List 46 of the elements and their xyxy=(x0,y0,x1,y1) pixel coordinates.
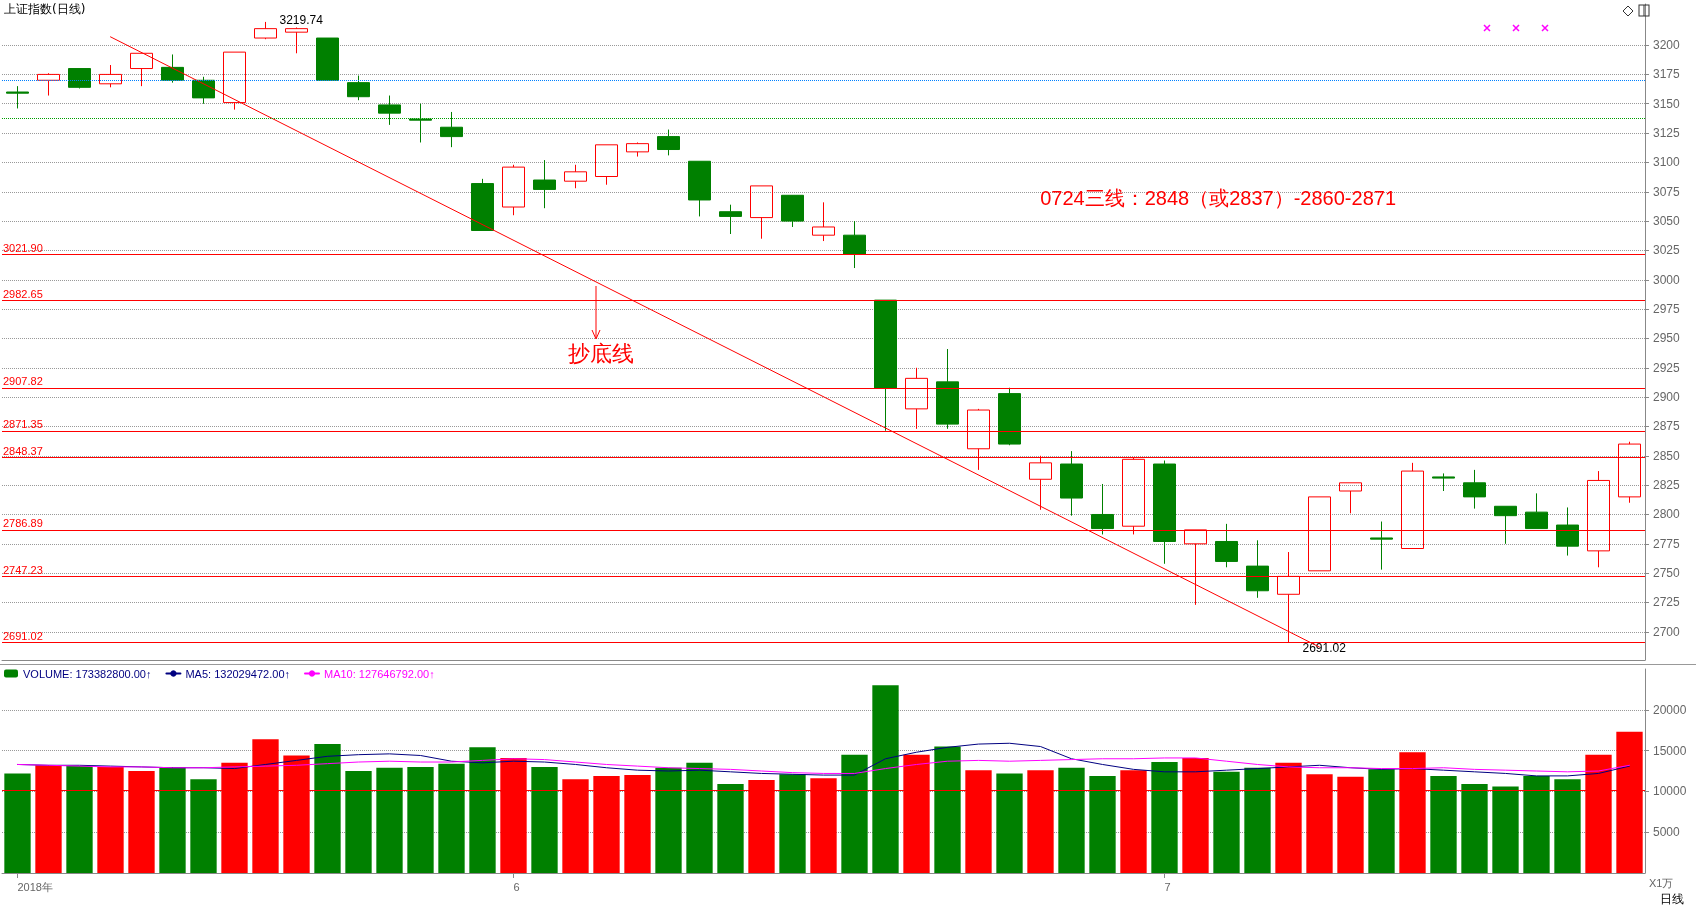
ref-line-label: 2747.23 xyxy=(3,563,43,576)
y-tick-label: 2975 xyxy=(1653,302,1681,317)
text: 日线 xyxy=(1660,892,1684,906)
annotation: 0724三线：2848（或2837）-2860-2871 xyxy=(1040,187,1396,209)
y-tick-label: 3150 xyxy=(1653,96,1681,111)
y-tick-label: 2700 xyxy=(1653,624,1681,639)
legend-label: 抄底线 xyxy=(568,340,634,366)
y-tick-label: 3125 xyxy=(1653,126,1681,141)
y-tick-label: 3050 xyxy=(1653,214,1681,229)
y-tick-label: 3025 xyxy=(1653,243,1681,258)
y-tick-label: 10000 xyxy=(1653,784,1687,799)
y-tick-label: 2750 xyxy=(1653,566,1681,581)
legend-label: MA5: 132029472.00↑ xyxy=(185,667,291,680)
y-tick-label: 20000 xyxy=(1653,702,1687,717)
ref-line-label: 3021.90 xyxy=(3,241,43,254)
y-axis-title: X1万 xyxy=(1649,876,1674,889)
ref-line-label: 2691.02 xyxy=(3,629,43,642)
x-tick-label: 7 xyxy=(1164,880,1171,893)
y-tick-label: 15000 xyxy=(1653,743,1687,758)
y-tick-label: 3000 xyxy=(1653,272,1681,287)
y-tick-label: 3175 xyxy=(1653,67,1681,82)
y-tick-label: 2800 xyxy=(1653,507,1681,522)
y-tick-label: 2875 xyxy=(1653,419,1681,434)
legend-label: VOLUME: 173382800.00↑ xyxy=(23,667,152,680)
chart-title: 上证指数(日线) xyxy=(4,2,86,16)
y-tick-label: 3200 xyxy=(1653,38,1681,53)
y-tick-label: 2775 xyxy=(1653,536,1681,551)
x-tick-label: 2018年 xyxy=(17,880,53,893)
y-tick-label: 2825 xyxy=(1653,478,1681,493)
ref-line-label: 2848.37 xyxy=(3,445,43,458)
y-tick-label: 5000 xyxy=(1653,825,1681,840)
y-tick-label: 3075 xyxy=(1653,184,1681,199)
y-tick-label: 2850 xyxy=(1653,448,1681,463)
annotation: 2691.02 xyxy=(1302,641,1347,656)
y-tick-label: 2950 xyxy=(1653,331,1681,346)
y-tick-label: 2725 xyxy=(1653,595,1681,610)
y-tick-label: 2925 xyxy=(1653,360,1681,375)
ref-line-label: 2907.82 xyxy=(3,375,43,388)
y-tick-label: 3100 xyxy=(1653,155,1681,170)
x-tick-label: 6 xyxy=(513,880,520,893)
ref-line-label: 2871.35 xyxy=(3,418,43,431)
legend-label: MA10: 127646792.00↑ xyxy=(324,667,435,680)
ref-line-label: 2982.65 xyxy=(3,287,43,300)
ref-line-label: 2786.89 xyxy=(3,517,43,530)
annotation: 3219.74 xyxy=(279,12,324,27)
y-tick-label: 2900 xyxy=(1653,390,1681,405)
